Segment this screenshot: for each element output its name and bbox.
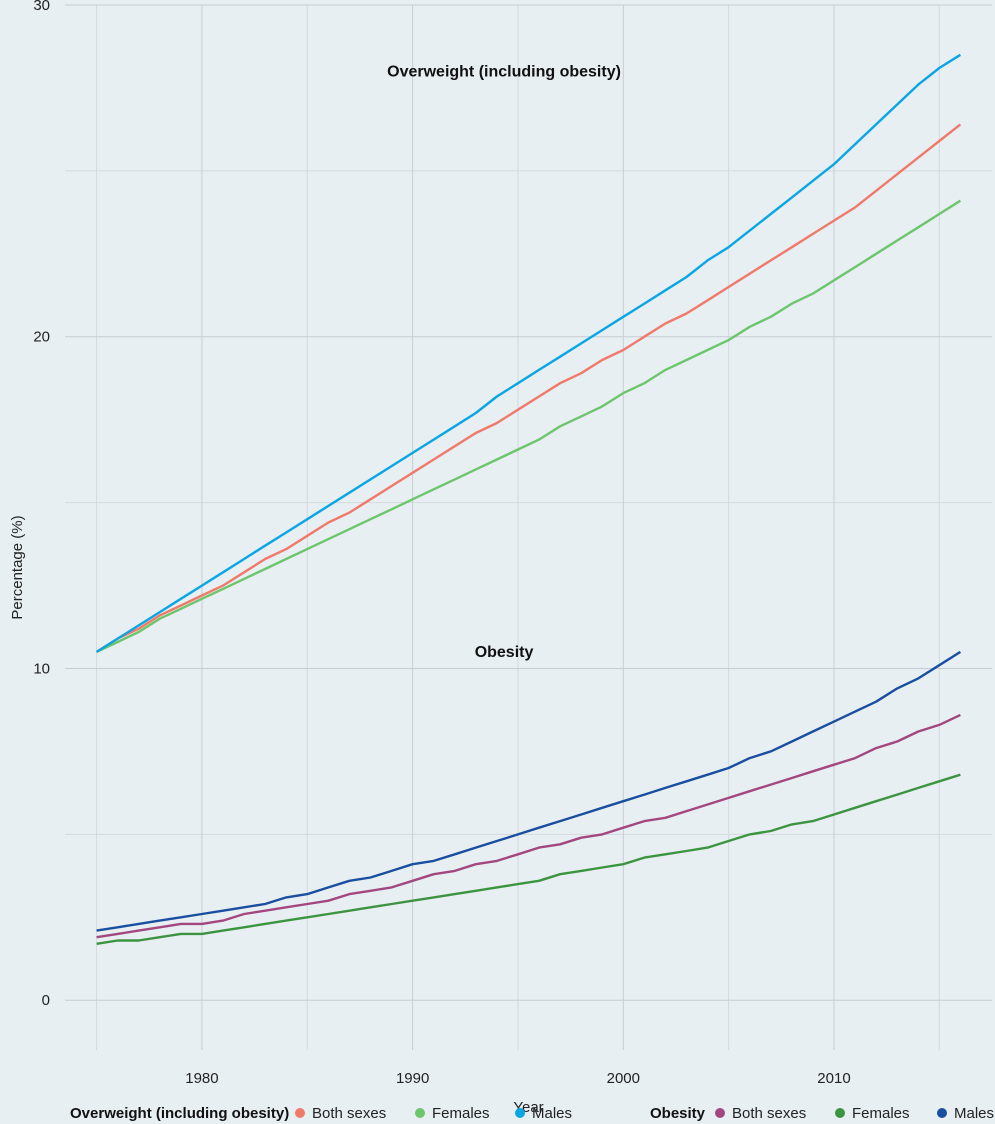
x-tick-label: 2010	[817, 1070, 850, 1087]
series-line-overweight-males	[95, 53, 962, 653]
annotation-overweight: Overweight (including obesity)	[387, 63, 621, 80]
legend-marker	[295, 1108, 305, 1118]
x-tick-label: 1980	[185, 1070, 218, 1087]
series-line-overweight-females	[96, 199, 962, 653]
legend-title: Obesity	[650, 1105, 706, 1122]
legend-label: Females	[852, 1105, 910, 1122]
series-line-obesity-females	[96, 773, 961, 945]
x-tick-label: 2000	[607, 1070, 640, 1087]
legend-label: Both sexes	[312, 1105, 386, 1122]
legend-marker	[415, 1108, 425, 1118]
legend-marker	[715, 1108, 725, 1118]
y-tick-label: 0	[42, 992, 50, 1009]
series-line-overweight-both-sexes	[95, 123, 962, 653]
y-tick-label: 30	[33, 0, 50, 14]
legend-label: Both sexes	[732, 1105, 806, 1122]
y-axis-title: Percentage (%)	[9, 515, 26, 619]
legend-label: Males	[532, 1105, 572, 1122]
series-line-obesity-males	[96, 650, 962, 932]
x-tick-label: 1990	[396, 1070, 429, 1087]
y-tick-label: 20	[33, 329, 50, 346]
legend-label: Females	[432, 1105, 490, 1122]
annotation-obesity: Obesity	[475, 644, 534, 661]
legend-title: Overweight (including obesity)	[70, 1105, 289, 1122]
y-tick-label: 10	[33, 660, 50, 677]
series-line-obesity-both-sexes	[96, 713, 961, 939]
legend-marker	[515, 1108, 525, 1118]
legend-marker	[835, 1108, 845, 1118]
legend-marker	[937, 1108, 947, 1118]
legend-label: Males	[954, 1105, 994, 1122]
